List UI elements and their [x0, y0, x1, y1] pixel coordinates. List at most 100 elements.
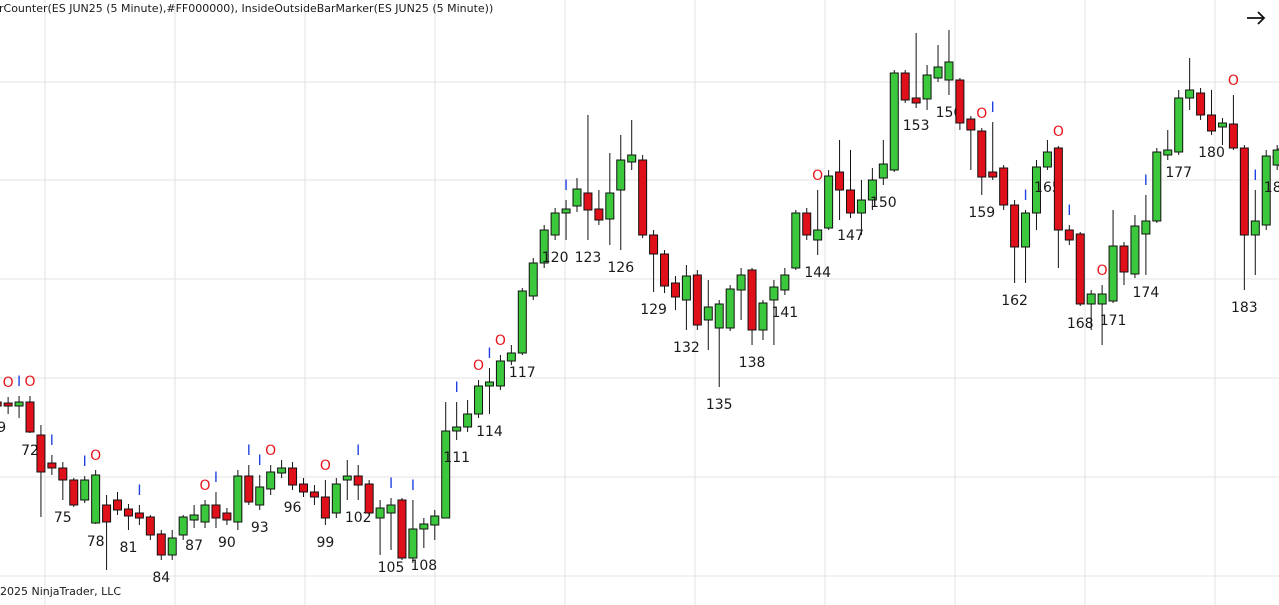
candle-body: [1130, 225, 1140, 275]
candle-body: [670, 282, 680, 298]
bar-marker: I: [411, 478, 415, 494]
bar-marker: I: [1067, 203, 1071, 219]
candle-body: [692, 274, 702, 326]
bar-number: 114: [476, 424, 503, 440]
bar-number: 87: [185, 538, 203, 554]
candle-body: [353, 475, 363, 486]
candle-body: [58, 467, 68, 481]
candle-body: [594, 208, 604, 221]
candle-body: [1097, 293, 1107, 305]
bar-marker: I: [214, 470, 218, 486]
candle-body: [1086, 293, 1096, 305]
candle-body: [222, 512, 232, 521]
bar-number: 180: [1198, 145, 1225, 161]
candle-body: [736, 274, 746, 291]
candle-body: [156, 533, 166, 556]
candle-body: [616, 159, 626, 191]
candle-body: [495, 360, 505, 387]
candle-body: [375, 507, 385, 519]
expand-arrow[interactable]: [1247, 11, 1266, 25]
candle-body: [933, 66, 943, 79]
candle-body: [506, 352, 516, 362]
candle-body: [1163, 149, 1173, 156]
candle-body: [561, 208, 571, 214]
candle-body: [1075, 233, 1085, 305]
candle-body: [1021, 212, 1031, 248]
bar-marker: I: [991, 100, 995, 116]
candle-body: [1185, 89, 1195, 99]
bar-marker: I: [1253, 168, 1257, 184]
bar-marker: I: [455, 380, 459, 396]
bar-number: 135: [706, 397, 733, 413]
candle-body: [517, 290, 527, 354]
bar-marker: I: [247, 443, 251, 459]
candle-body: [255, 486, 265, 506]
candle-body: [288, 467, 298, 486]
candle-body: [528, 262, 538, 297]
candle-body: [1228, 123, 1238, 149]
candle-body: [572, 188, 582, 207]
candle-body: [714, 303, 724, 329]
candle-body: [113, 499, 123, 511]
bar-marker: I: [83, 454, 87, 470]
bar-number: 183: [1231, 300, 1258, 316]
candle-body: [922, 74, 932, 100]
candle-body: [802, 212, 812, 236]
bar-marker: O: [90, 448, 101, 464]
bar-marker: I: [389, 476, 393, 492]
candle-body: [233, 475, 243, 523]
indicator-title: rCounter(ES JUN25 (5 Minute),#FF000000),…: [0, 2, 493, 15]
bar-number: 75: [54, 510, 72, 526]
candle-body: [539, 229, 549, 264]
candle-body: [791, 212, 801, 269]
candle-body: [463, 413, 473, 428]
candle-body: [824, 175, 834, 229]
candle-body: [955, 79, 965, 124]
candle-body: [889, 72, 899, 171]
candle-body: [441, 430, 451, 519]
candle-body: [36, 434, 46, 473]
candle-body: [911, 97, 921, 104]
bar-number: 90: [218, 535, 236, 551]
candle-body: [3, 402, 13, 407]
bar-marker: O: [200, 478, 211, 494]
candle-body: [638, 159, 648, 236]
candle-body: [780, 274, 790, 291]
candle-body: [47, 462, 57, 469]
bar-number: 162: [1001, 293, 1028, 309]
candle-body: [1196, 92, 1206, 116]
candle-body: [747, 269, 757, 331]
candle-body: [266, 471, 276, 490]
candle-body: [1152, 151, 1162, 222]
bar-number: 69: [0, 420, 6, 436]
candle-body: [681, 275, 691, 301]
candle-body: [80, 479, 90, 501]
candle-body: [703, 306, 713, 321]
bar-marker: O: [320, 458, 331, 474]
candle-body: [331, 483, 341, 514]
candle-body: [605, 192, 615, 220]
bar-number: 96: [284, 500, 302, 516]
candle-body: [0, 401, 2, 407]
candle-body: [342, 475, 352, 481]
candle-body: [966, 118, 976, 131]
bar-number: 102: [345, 510, 372, 526]
candle-body: [1174, 97, 1184, 153]
bar-marker: I: [50, 433, 54, 449]
bar-marker: O: [495, 333, 506, 349]
candle-body: [69, 479, 79, 506]
bar-marker: O: [265, 443, 276, 459]
candle-body: [627, 154, 637, 163]
bar-number: 153: [903, 118, 930, 134]
candle-body: [200, 504, 210, 523]
bar-number: 138: [739, 355, 766, 371]
copyright: 2025 NinjaTrader, LLC: [0, 585, 121, 598]
bar-marker: I: [564, 178, 568, 194]
candle-body: [867, 179, 877, 201]
candle-body: [430, 515, 440, 526]
candle-body: [123, 508, 133, 517]
bar-number: 78: [87, 534, 105, 550]
bar-marker: I: [1023, 188, 1027, 204]
candle-body: [813, 229, 823, 241]
